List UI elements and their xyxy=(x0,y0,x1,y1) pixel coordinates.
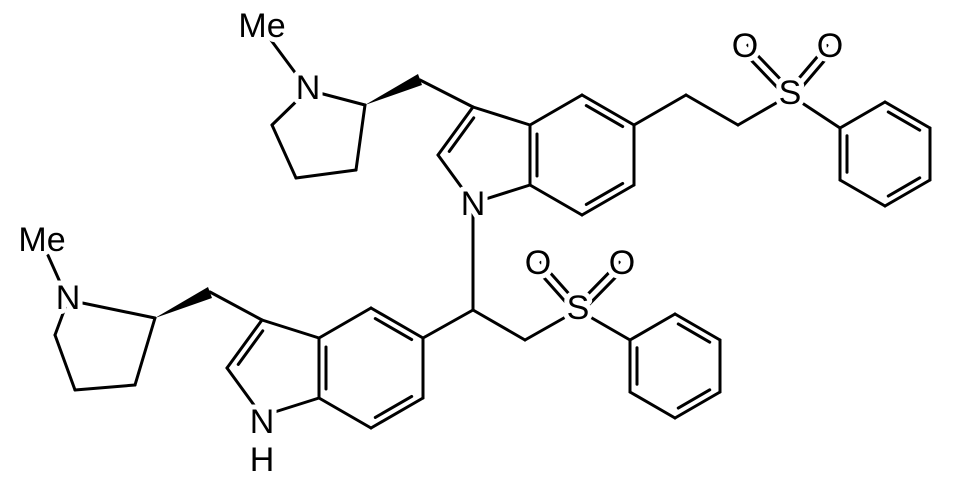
bond xyxy=(740,49,789,100)
bond xyxy=(886,176,922,198)
bond xyxy=(436,153,475,205)
bond xyxy=(471,308,527,342)
bond xyxy=(883,178,932,208)
bond xyxy=(40,240,70,302)
atom-label: N xyxy=(250,403,275,441)
bond xyxy=(576,308,632,342)
wedge-bond xyxy=(155,287,212,318)
atom-label: O xyxy=(732,27,758,65)
bond xyxy=(373,394,414,419)
bond xyxy=(791,49,835,100)
bond xyxy=(580,183,636,217)
bond xyxy=(354,103,367,172)
bond xyxy=(317,306,373,340)
atom-label: N xyxy=(56,279,81,317)
bond xyxy=(628,312,677,342)
bond xyxy=(436,105,475,157)
bond xyxy=(66,298,157,320)
bond xyxy=(373,317,414,342)
bond xyxy=(628,390,677,420)
bond xyxy=(580,93,636,127)
bond xyxy=(236,329,265,366)
bond xyxy=(471,105,532,127)
atom-label: Me xyxy=(238,7,285,45)
bond xyxy=(676,388,712,410)
bond xyxy=(418,78,475,109)
atom-labels: Me N N S O O S O O Me N N H xyxy=(13,2,848,484)
bond xyxy=(306,88,367,107)
atom-label: Me xyxy=(18,221,65,259)
bond xyxy=(317,396,373,430)
bond xyxy=(208,290,264,322)
bond xyxy=(684,93,740,127)
bond xyxy=(838,100,887,130)
bond xyxy=(294,168,358,180)
bond xyxy=(539,260,583,309)
bond xyxy=(471,183,532,205)
bond xyxy=(673,312,722,342)
bond xyxy=(528,183,584,217)
bond xyxy=(673,390,722,420)
bond xyxy=(788,93,842,130)
bond xyxy=(225,366,264,418)
bond xyxy=(260,318,321,340)
bond xyxy=(584,181,625,206)
bond xyxy=(584,104,625,129)
bond xyxy=(528,93,584,127)
bond xyxy=(260,396,321,418)
bond xyxy=(533,266,577,315)
bonds xyxy=(40,26,932,430)
bond xyxy=(785,43,829,94)
bond xyxy=(73,383,137,392)
atom-label: N xyxy=(461,185,486,223)
bond xyxy=(260,26,310,92)
bond xyxy=(133,316,157,387)
bond xyxy=(53,298,70,337)
atom-label: S xyxy=(567,289,590,327)
bond xyxy=(573,260,621,309)
bond xyxy=(270,88,310,127)
bond xyxy=(270,123,298,180)
bond xyxy=(369,306,425,340)
bond xyxy=(838,178,887,208)
bond xyxy=(676,322,712,344)
bond xyxy=(632,93,688,127)
atom-label: O xyxy=(817,27,843,65)
bond xyxy=(736,93,792,127)
bond xyxy=(746,43,795,94)
bond xyxy=(53,333,77,392)
atom-label: H xyxy=(250,441,275,479)
bond xyxy=(883,100,932,130)
atom-label: N xyxy=(296,69,321,107)
bond xyxy=(421,308,475,340)
bond xyxy=(886,110,922,132)
atom-label: O xyxy=(609,244,635,282)
bond xyxy=(225,318,264,370)
bond xyxy=(579,266,627,315)
wedge-bond xyxy=(365,74,422,105)
bond xyxy=(523,308,580,342)
atom-label: O xyxy=(525,244,551,282)
bond xyxy=(447,116,476,153)
bond xyxy=(369,396,425,430)
atom-label: S xyxy=(779,74,802,112)
